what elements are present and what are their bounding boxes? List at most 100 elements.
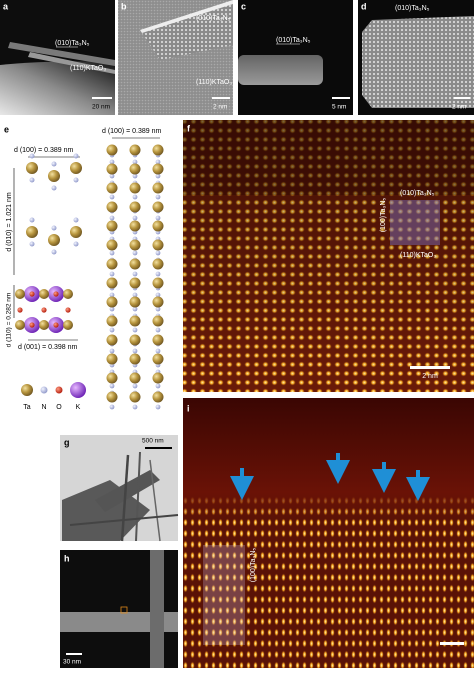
atom <box>106 239 118 251</box>
scale-bar-label: 30 nm <box>63 659 81 666</box>
decoration <box>140 0 233 60</box>
atom <box>109 327 115 333</box>
panel-label: b <box>121 1 127 11</box>
atom <box>152 353 164 365</box>
panel-label: g <box>64 437 70 447</box>
panel-g: g 500 nm <box>60 435 179 542</box>
atom <box>106 144 118 156</box>
atom <box>109 306 115 312</box>
atom <box>129 182 141 194</box>
atom <box>129 163 141 175</box>
atom <box>51 249 57 255</box>
atom <box>106 201 118 213</box>
atom <box>106 220 118 232</box>
atom <box>106 315 118 327</box>
atom <box>51 185 57 191</box>
atom <box>155 327 161 333</box>
atom <box>152 258 164 270</box>
atom <box>152 315 164 327</box>
atom <box>109 173 115 179</box>
atom <box>106 391 118 403</box>
panel-label: a <box>3 1 9 11</box>
atom <box>109 250 115 256</box>
decoration <box>135 451 141 542</box>
atom <box>155 159 161 165</box>
decoration <box>212 97 230 99</box>
atom <box>152 296 164 308</box>
legend-label: Ta <box>23 404 31 411</box>
atom <box>155 306 161 312</box>
atom <box>65 307 71 313</box>
atom <box>29 153 35 159</box>
atom <box>132 348 138 354</box>
atom <box>17 307 23 313</box>
decoration <box>145 447 172 449</box>
atom <box>129 220 141 232</box>
scale-bar-label: 2 nm <box>452 104 466 111</box>
panel-d: d (010)Ta₃N₅ 2 nm <box>358 0 474 115</box>
atom <box>73 217 79 223</box>
atom <box>129 144 141 156</box>
d-spacing-label: d (010) = 1.021 nm <box>6 192 13 252</box>
atom <box>29 241 35 247</box>
legend-label: N <box>41 404 46 411</box>
d-spacing-label: d (001) = 0.398 nm <box>18 344 78 351</box>
atom <box>155 250 161 256</box>
panel-i: i (100)Ta₃N₅ <box>183 398 474 668</box>
panel-b: b (010)Ta₃N₅ (110)KTaO₃ 2 nm <box>118 0 233 115</box>
decoration <box>95 470 160 512</box>
side-label: (100)Ta₃N₅ <box>250 548 257 583</box>
atom <box>132 306 138 312</box>
atom <box>152 239 164 251</box>
atom <box>109 271 115 277</box>
atom <box>51 225 57 231</box>
atom <box>63 289 73 299</box>
film-label: (010)Ta₃N₅ <box>395 5 430 12</box>
atom <box>53 322 59 328</box>
decoration <box>28 52 115 74</box>
atom <box>48 170 60 182</box>
atom <box>70 162 82 174</box>
decoration <box>238 55 323 85</box>
atom <box>155 383 161 389</box>
atom <box>53 291 59 297</box>
atom <box>73 153 79 159</box>
atom <box>106 258 118 270</box>
atom <box>132 250 138 256</box>
substrate-label: (110)KTaO₃ <box>70 65 106 72</box>
atom <box>129 391 141 403</box>
atom <box>129 277 141 289</box>
panel-label: i <box>187 403 190 413</box>
decoration <box>120 454 130 542</box>
atom <box>106 353 118 365</box>
atom <box>41 307 47 313</box>
decoration <box>8 42 115 66</box>
atom <box>109 383 115 389</box>
decoration <box>92 97 112 99</box>
atom <box>132 271 138 277</box>
atom <box>152 201 164 213</box>
panel-label: h <box>64 553 70 563</box>
decoration <box>21 384 33 396</box>
atom <box>106 334 118 346</box>
panel-label: d <box>361 1 367 11</box>
atom <box>73 241 79 247</box>
panel-a: a (010)Ta₃N₅ (110)KTaO₃ 20 nm <box>0 0 115 115</box>
panel-e: e d (100) = 0.389 nm d (100) = 0.389 nm … <box>4 124 164 411</box>
decoration <box>70 382 86 398</box>
atom <box>155 194 161 200</box>
atom <box>152 372 164 384</box>
film-label: (010)Ta₃N₅ <box>196 15 231 22</box>
atom <box>106 372 118 384</box>
atom <box>26 162 38 174</box>
atom <box>152 163 164 175</box>
scale-bar-label: 500 nm <box>142 438 164 445</box>
atom <box>129 239 141 251</box>
decoration <box>454 97 470 99</box>
atom <box>155 404 161 410</box>
atom <box>152 277 164 289</box>
film-label: (010)Ta₃N₅ <box>276 37 311 44</box>
atom <box>155 292 161 298</box>
atom <box>132 292 138 298</box>
